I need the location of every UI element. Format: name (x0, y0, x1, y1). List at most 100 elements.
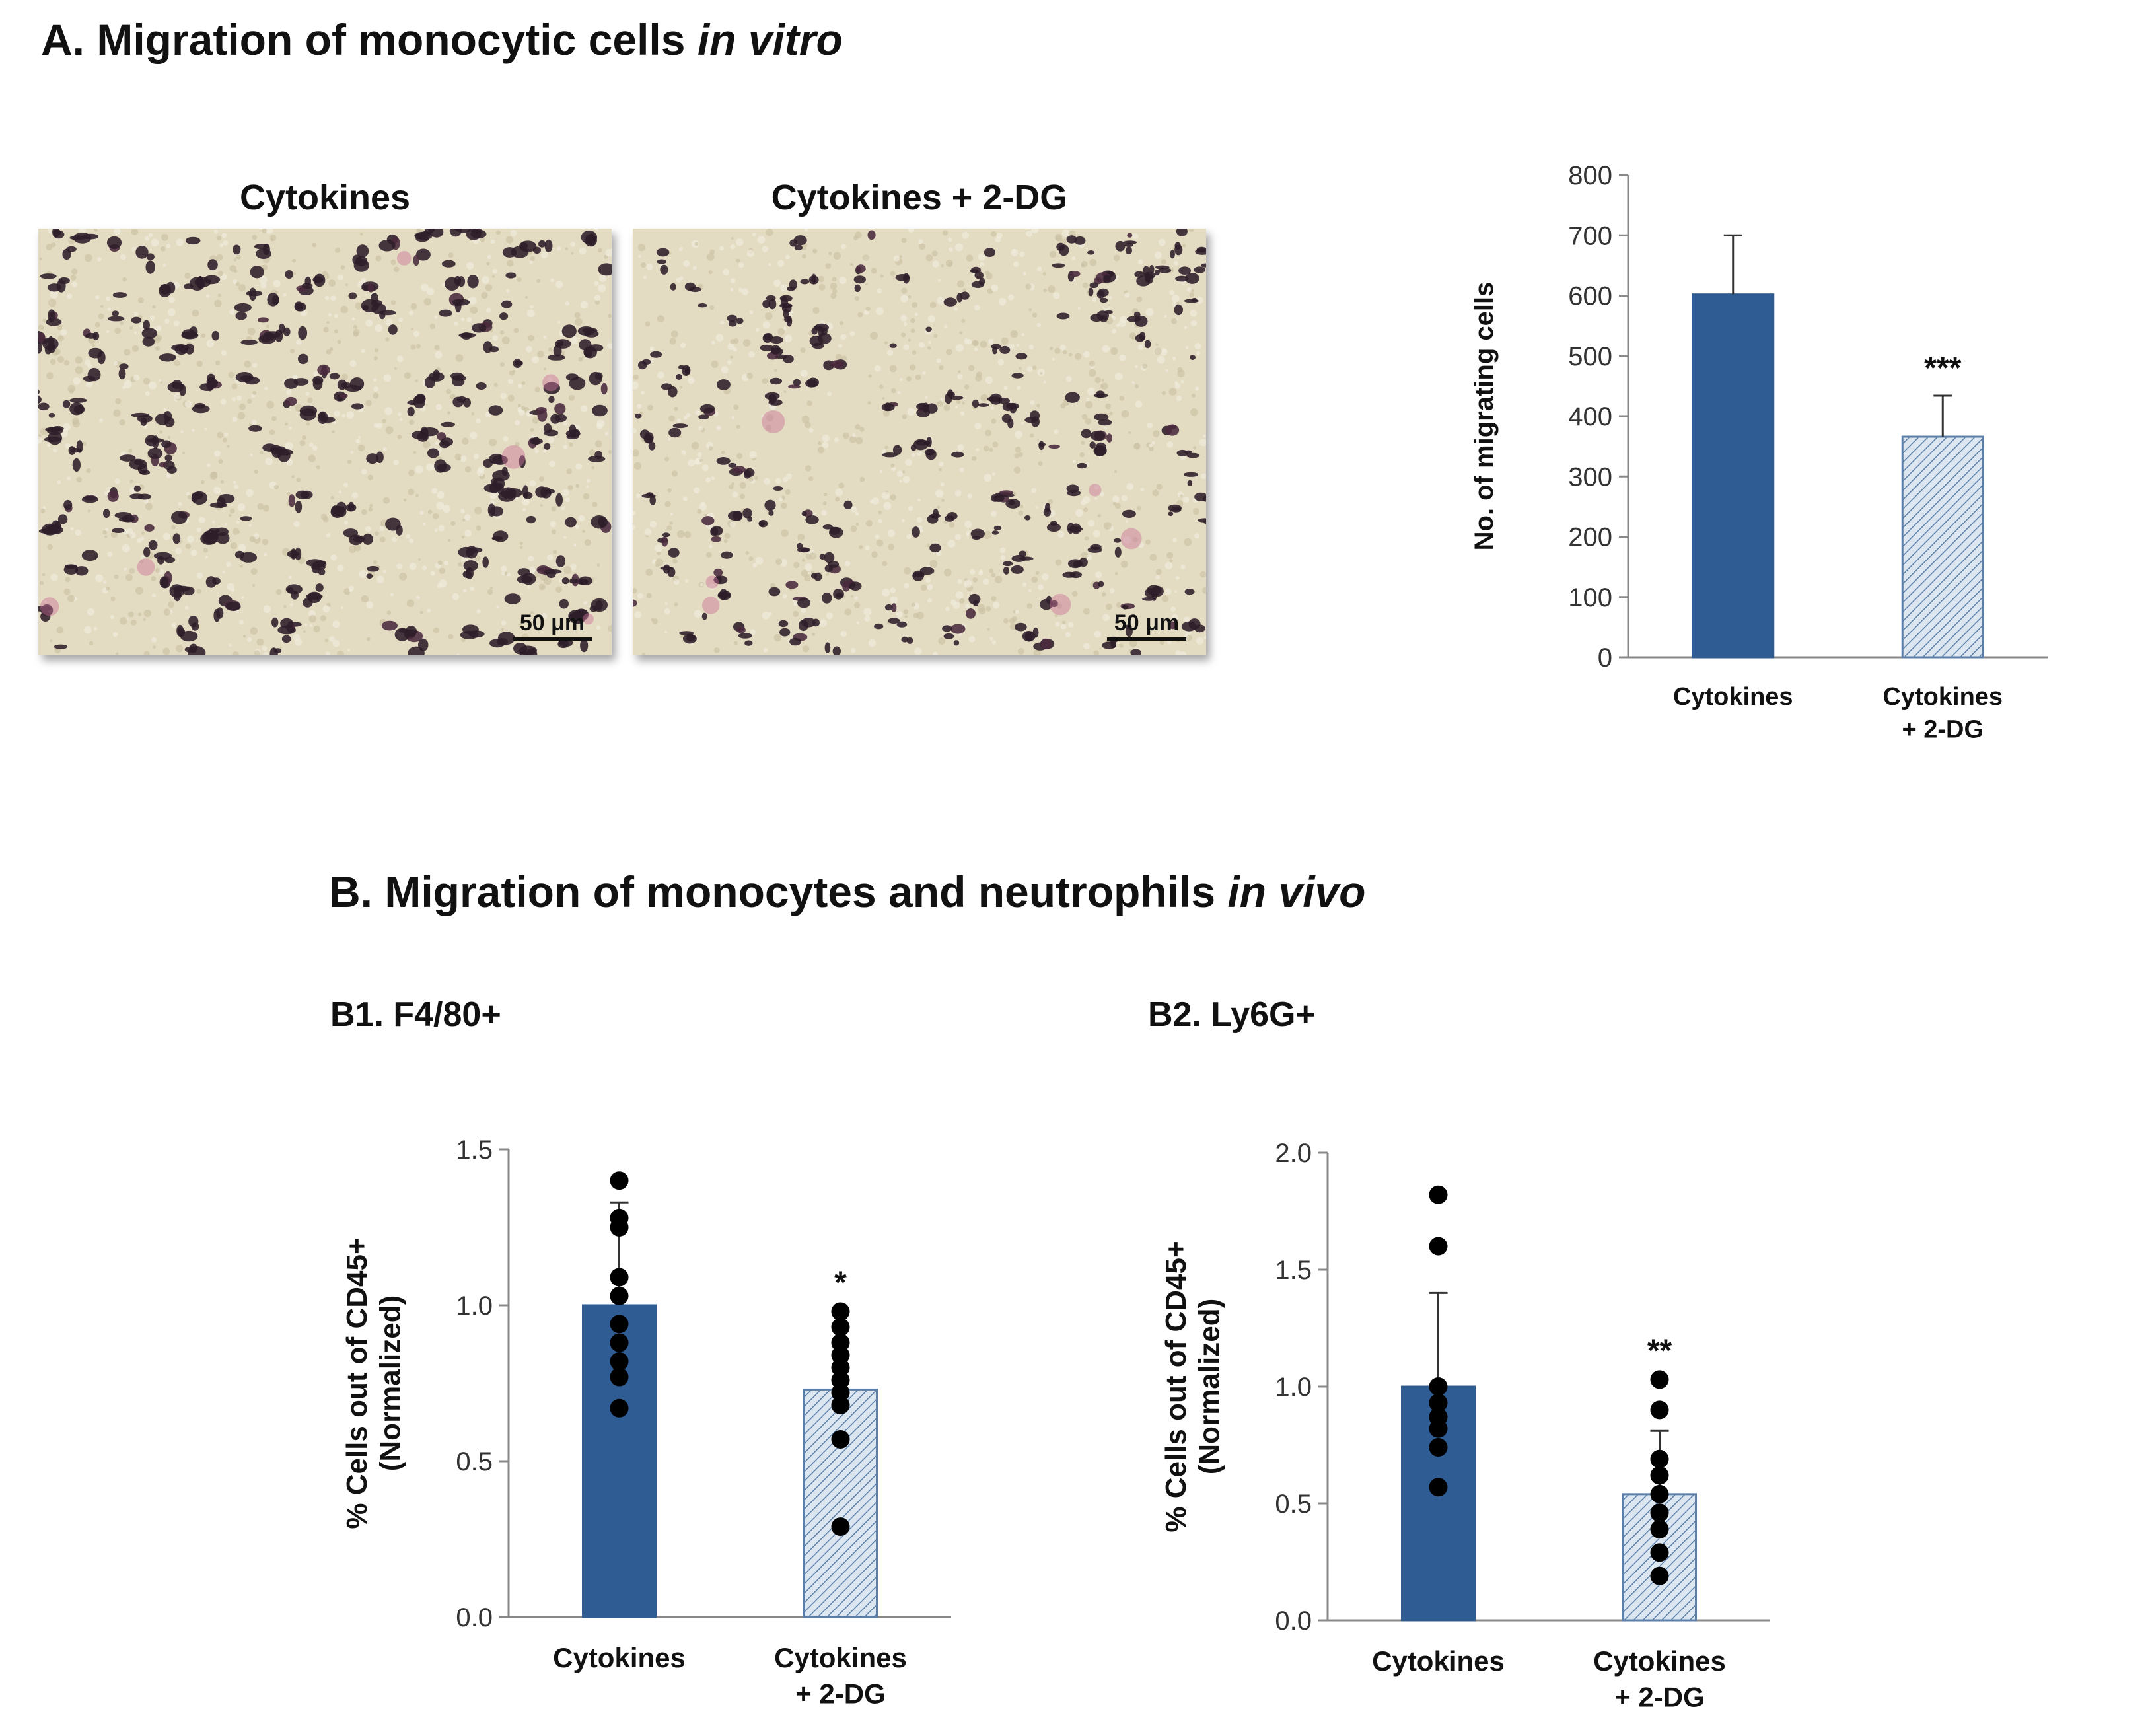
migrated-cell (728, 320, 737, 327)
membrane-pore (1101, 379, 1104, 382)
membrane-pore (217, 293, 221, 297)
migrated-cell (580, 639, 589, 653)
membrane-pore (1165, 369, 1168, 372)
membrane-pore (581, 405, 588, 412)
migrated-cell (1002, 402, 1013, 412)
membrane-pore (506, 289, 510, 293)
membrane-pore (1203, 435, 1206, 438)
membrane-pore (1154, 347, 1162, 355)
stain-spot (702, 597, 720, 614)
membrane-pore (252, 584, 256, 587)
membrane-pore (882, 449, 886, 454)
membrane-pore (709, 583, 716, 591)
membrane-pore (1175, 650, 1181, 655)
membrane-pore (84, 359, 90, 366)
membrane-pore (979, 569, 983, 573)
membrane-pore (76, 476, 82, 483)
membrane-pore (238, 544, 246, 552)
membrane-pore (1036, 323, 1041, 328)
membrane-pore (461, 535, 465, 539)
membrane-pore (713, 647, 720, 653)
migrated-cell (736, 626, 746, 633)
membrane-pore (409, 538, 414, 544)
membrane-pore (42, 573, 46, 577)
membrane-pore (237, 412, 246, 420)
migrated-cell (1079, 558, 1088, 567)
membrane-pore (633, 588, 637, 594)
migrated-cell (362, 533, 373, 545)
data-point (1429, 1377, 1448, 1396)
membrane-pore (641, 653, 645, 655)
membrane-pore (260, 282, 267, 289)
stain-spot (501, 445, 526, 469)
migrated-cell (306, 593, 323, 600)
membrane-pore (906, 376, 912, 382)
y-tick-label: 0.5 (1275, 1490, 1312, 1519)
membrane-pore (968, 365, 975, 371)
membrane-pore (697, 509, 702, 514)
migrated-cell (290, 548, 297, 560)
migrated-cell (713, 575, 728, 585)
migrated-cell (1202, 495, 1206, 502)
membrane-pore (1009, 623, 1017, 630)
membrane-pore (415, 379, 419, 382)
membrane-pore (232, 651, 239, 655)
membrane-pore (783, 476, 789, 483)
membrane-pore (206, 340, 215, 347)
membrane-pore (75, 356, 83, 364)
migrated-cell (378, 240, 396, 252)
membrane-pore (397, 435, 402, 439)
membrane-pore (1166, 639, 1172, 645)
membrane-pore (63, 588, 71, 595)
membrane-pore (821, 509, 827, 516)
membrane-pore (877, 288, 882, 293)
membrane-pore (207, 463, 211, 468)
migrated-cell (226, 601, 241, 612)
membrane-pore (1186, 346, 1189, 349)
membrane-pore (584, 539, 592, 546)
migrated-cell (764, 392, 780, 400)
membrane-pore (1199, 439, 1206, 447)
membrane-pore (296, 339, 302, 345)
membrane-pore (882, 589, 890, 597)
membrane-pore (964, 384, 970, 390)
membrane-pore (343, 482, 348, 488)
migrated-cell (1046, 523, 1061, 532)
membrane-pore (926, 543, 930, 548)
membrane-pore (231, 397, 236, 402)
membrane-pore (499, 362, 505, 367)
migrated-cell (497, 632, 515, 645)
membrane-pore (785, 254, 790, 260)
membrane-pore (947, 540, 956, 548)
migrated-cell (778, 620, 789, 628)
migrated-cell (649, 495, 656, 505)
membrane-pore (822, 441, 829, 449)
membrane-pore (1172, 295, 1180, 303)
membrane-pore (501, 571, 505, 576)
membrane-pore (711, 360, 719, 368)
migrated-cell (63, 499, 73, 510)
membrane-pore (984, 531, 992, 539)
membrane-pore (335, 247, 341, 253)
membrane-pore (244, 360, 252, 368)
membrane-pore (143, 499, 149, 504)
membrane-pore (113, 409, 121, 417)
membrane-pore (232, 417, 238, 423)
migrated-cell (53, 229, 61, 236)
migrated-cell (855, 264, 866, 273)
membrane-pore (464, 514, 471, 521)
membrane-pore (911, 602, 915, 607)
migrated-cell (394, 628, 410, 641)
membrane-pore (784, 334, 793, 342)
migrated-cell (450, 372, 464, 380)
membrane-pore (550, 278, 555, 283)
migrated-cell (66, 246, 77, 252)
migrated-cell (200, 532, 218, 545)
migrated-cell (966, 608, 976, 619)
migrated-cell (561, 324, 577, 338)
membrane-pore (470, 431, 478, 439)
migrated-cell (1133, 311, 1141, 318)
membrane-pore (835, 497, 840, 502)
migrated-cell (312, 276, 324, 283)
x-category-label: Cytokines (553, 1642, 686, 1673)
